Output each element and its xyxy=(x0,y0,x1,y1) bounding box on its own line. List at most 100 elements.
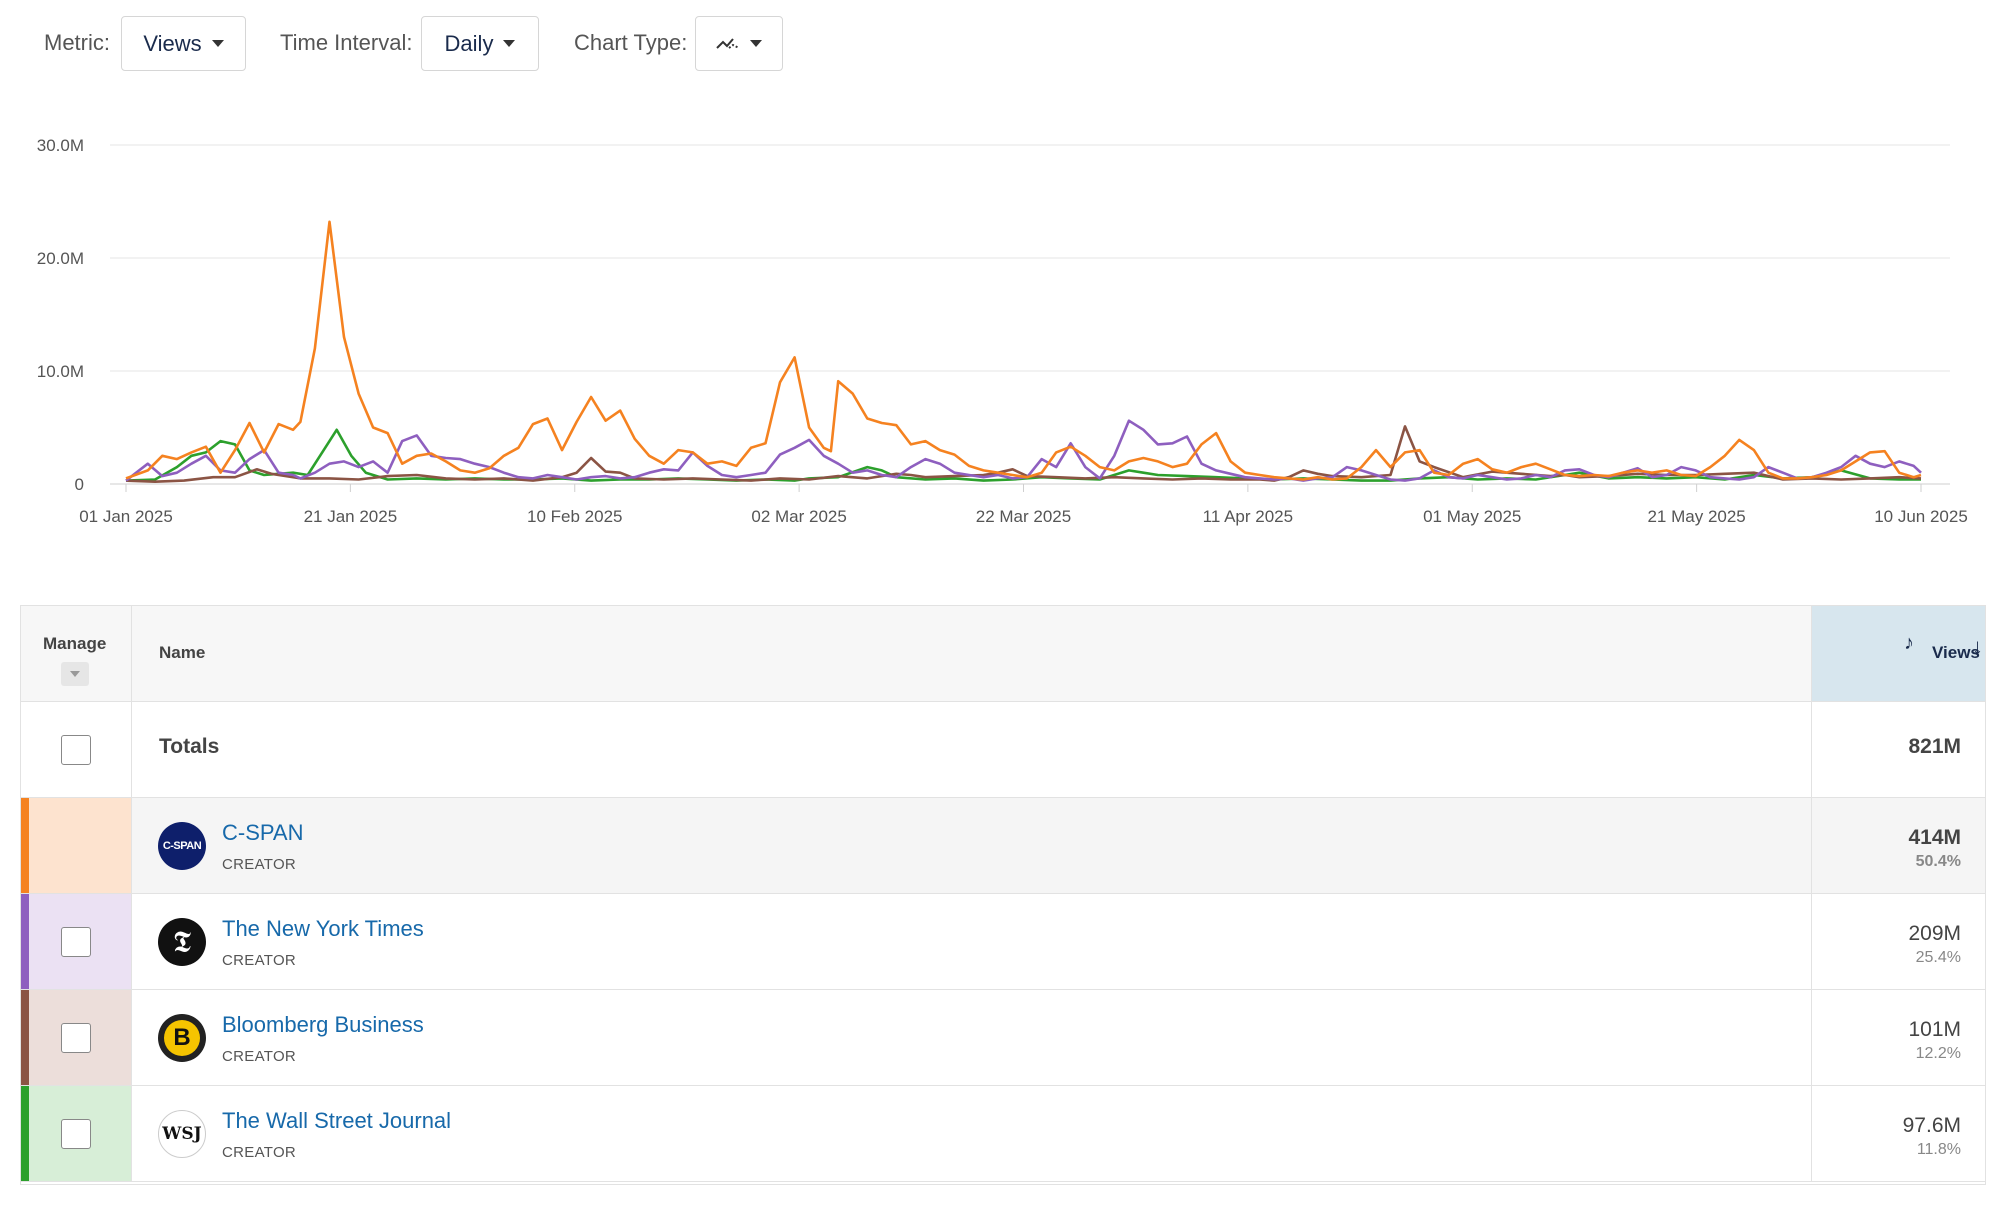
totals-manage-cell xyxy=(21,702,132,797)
creator-name-link[interactable]: Bloomberg Business xyxy=(222,1012,424,1037)
metric-dropdown[interactable]: Views xyxy=(121,16,246,71)
creator-name-link[interactable]: The Wall Street Journal xyxy=(222,1108,452,1133)
bloomberg-logo: B xyxy=(164,1020,200,1056)
line-chart-icon xyxy=(716,37,740,49)
views-percent: 50.4% xyxy=(1915,853,1961,870)
series-color-strip xyxy=(21,798,29,893)
row-name-cell: B Bloomberg Business CREATOR xyxy=(132,990,1812,1085)
chart-toolbar: Metric: Views Time Interval: Daily Chart… xyxy=(0,0,2000,90)
table-row[interactable]: C-SPAN C-SPAN CREATOR 414M 50.4% xyxy=(21,798,1985,894)
chevron-down-icon xyxy=(211,40,224,47)
row-name-cell: C-SPAN C-SPAN CREATOR xyxy=(132,798,1812,893)
avatar: C-SPAN xyxy=(158,822,206,870)
x-tick-label: 10 Feb 2025 xyxy=(527,507,622,526)
chart-series-lines xyxy=(125,220,1922,484)
views-value: 209M xyxy=(1908,922,1961,945)
table-row[interactable]: WSJ The Wall Street Journal CREATOR 97.6… xyxy=(21,1086,1985,1182)
avatar: WSJ xyxy=(158,1110,206,1158)
row-views-cell: 97.6M 11.8% xyxy=(1812,1086,1985,1181)
totals-value-cell: 821M xyxy=(1812,702,1985,797)
y-tick-label: 10.0M xyxy=(37,362,84,381)
y-tick-label: 0 xyxy=(75,475,84,494)
totals-value: 821M xyxy=(1908,735,1961,758)
creator-type: CREATOR xyxy=(222,856,297,873)
avatar-text: B xyxy=(173,1024,191,1051)
sort-desc-icon[interactable]: ↓ xyxy=(1972,634,1983,659)
manage-dropdown[interactable] xyxy=(61,662,89,686)
table-row[interactable]: 𝕿 The New York Times CREATOR 209M 25.4% xyxy=(21,894,1985,990)
row-checkbox[interactable] xyxy=(61,1119,91,1149)
views-header[interactable]: ♪ Views ↓ xyxy=(1812,606,1985,701)
metric-label: Metric: xyxy=(44,30,110,55)
views-value: 414M xyxy=(1908,826,1961,849)
series-color-strip xyxy=(21,990,29,1085)
views-value: 97.6M xyxy=(1902,1114,1961,1137)
creator-type: CREATOR xyxy=(222,1144,297,1161)
row-manage-cell xyxy=(21,894,132,989)
row-views-cell: 209M 25.4% xyxy=(1812,894,1985,989)
row-checkbox[interactable] xyxy=(61,1023,91,1053)
views-line-chart: 0 10.0M 20.0M 30.0M 01 Jan 2025 21 Jan 2025 1… xyxy=(37,136,1968,526)
x-tick-label: 01 Jan 2025 xyxy=(79,507,173,526)
x-tick-label: 10 Jun 2025 xyxy=(1874,507,1968,526)
x-axis-ticks: 01 Jan 2025 21 Jan 2025 10 Feb 2025 02 Mar … xyxy=(79,484,1968,526)
views-percent: 25.4% xyxy=(1915,949,1961,966)
manage-header: Manage xyxy=(21,606,132,701)
row-name-cell: 𝕿 The New York Times CREATOR xyxy=(132,894,1812,989)
manage-header-label: Manage xyxy=(43,634,107,653)
creator-name-link[interactable]: C-SPAN xyxy=(222,820,304,845)
interval-value: Daily xyxy=(444,30,494,56)
x-tick-label: 22 Mar 2025 xyxy=(976,507,1071,526)
totals-checkbox[interactable] xyxy=(61,735,91,765)
series-color-strip xyxy=(21,894,29,989)
views-percent: 12.2% xyxy=(1915,1045,1961,1062)
row-views-cell: 414M 50.4% xyxy=(1812,798,1985,893)
table-header: Manage Name ♪ Views ↓ xyxy=(21,606,1985,702)
row-checkbox[interactable] xyxy=(61,927,91,957)
x-tick-label: 21 May 2025 xyxy=(1647,507,1745,526)
name-header[interactable]: Name xyxy=(132,606,1812,701)
avatar-text: C-SPAN xyxy=(162,840,202,852)
row-views-cell: 101M 12.2% xyxy=(1812,990,1985,1085)
y-axis-ticks: 0 10.0M 20.0M 30.0M xyxy=(37,136,84,494)
x-tick-label: 21 Jan 2025 xyxy=(304,507,398,526)
chevron-down-icon xyxy=(503,40,516,47)
y-tick-label: 20.0M xyxy=(37,249,84,268)
totals-label: Totals xyxy=(159,735,220,758)
avatar-text: 𝕿 xyxy=(172,924,192,960)
series-line-the-wall-street-journal xyxy=(125,428,1921,482)
chevron-down-icon xyxy=(70,671,80,677)
chevron-down-icon xyxy=(750,40,762,47)
tiktok-icon: ♪ xyxy=(1904,632,1914,654)
name-header-label: Name xyxy=(159,643,206,662)
table-row[interactable]: B Bloomberg Business CREATOR 101M 12.2% xyxy=(21,990,1985,1086)
series-color-strip xyxy=(21,1086,29,1181)
creator-type: CREATOR xyxy=(222,952,297,969)
row-manage-cell xyxy=(21,990,132,1085)
chart-gridlines xyxy=(110,144,1950,485)
x-tick-label: 01 May 2025 xyxy=(1423,507,1521,526)
totals-name-cell: Totals xyxy=(132,702,1812,797)
y-tick-label: 30.0M xyxy=(37,136,84,155)
avatar: B xyxy=(158,1014,206,1062)
interval-label: Time Interval: xyxy=(280,30,413,55)
interval-dropdown[interactable]: Daily xyxy=(421,16,539,71)
creator-name-link[interactable]: The New York Times xyxy=(222,916,424,941)
x-tick-label: 02 Mar 2025 xyxy=(751,507,846,526)
row-manage-cell xyxy=(21,1086,132,1181)
metric-value: Views xyxy=(143,30,202,56)
totals-row: Totals 821M xyxy=(21,702,1985,798)
creators-table: Manage Name ♪ Views ↓ Totals 821M xyxy=(20,605,1986,1185)
x-tick-label: 11 Apr 2025 xyxy=(1203,507,1293,526)
row-manage-cell xyxy=(21,798,132,893)
avatar: 𝕿 xyxy=(158,918,206,966)
chart-type-label: Chart Type: xyxy=(574,30,688,55)
avatar-text: WSJ xyxy=(162,1124,202,1144)
chart-type-dropdown[interactable] xyxy=(695,16,783,71)
series-line-c-span xyxy=(125,220,1922,481)
views-header-label: Views xyxy=(1932,643,1980,662)
creator-type: CREATOR xyxy=(222,1048,297,1065)
row-name-cell: WSJ The Wall Street Journal CREATOR xyxy=(132,1086,1812,1181)
views-percent: 11.8% xyxy=(1916,1141,1961,1158)
views-value: 101M xyxy=(1908,1018,1961,1041)
